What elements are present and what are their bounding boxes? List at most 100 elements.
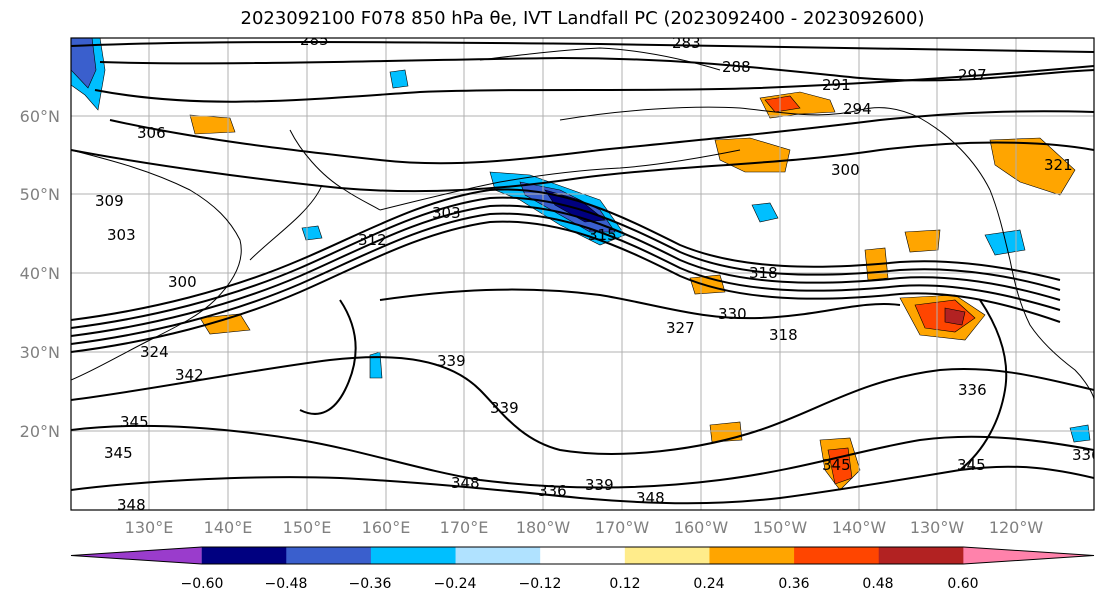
- colorbar-tick-label: 0.36: [778, 576, 809, 592]
- contour-label: 339: [437, 352, 466, 370]
- lon-label: 160°W: [674, 518, 729, 537]
- contour-label: 336: [958, 381, 987, 399]
- lightblue-patch-3: [984, 229, 1026, 256]
- colorbar-tick-label: 0.12: [609, 576, 640, 592]
- contour-label: 306: [137, 124, 166, 142]
- colorbar-tick-label: 0.24: [693, 576, 724, 592]
- contour-label: 283: [672, 34, 701, 52]
- colorbar-segment: [878, 547, 964, 564]
- contour-label: 312: [358, 231, 387, 249]
- colorbar: −0.60 −0.48 −0.36 −0.24 −0.12 0.12 0.24 …: [70, 546, 1095, 592]
- contour-label: 324: [140, 343, 169, 361]
- contour-label: 309: [95, 192, 124, 210]
- colorbar-tick-label: −0.12: [519, 576, 562, 592]
- contours: [71, 41, 1094, 505]
- contour-label: 303: [432, 204, 461, 222]
- colorbar-tick-label: −0.24: [434, 576, 477, 592]
- contour-label: 300: [831, 161, 860, 179]
- contour-345: [71, 424, 1094, 489]
- colorbar-segment: [540, 547, 626, 564]
- map-frame: [70, 37, 1095, 511]
- contour-339: [71, 356, 1094, 455]
- contour-label: 348: [117, 496, 146, 514]
- contour-label: 345: [120, 413, 149, 431]
- colorbar-extend-max: [963, 547, 1094, 564]
- contour-subtropical-low: [299, 299, 357, 415]
- jet-contour-5: [71, 220, 1061, 353]
- colorbar-segment: [286, 547, 372, 564]
- colorbar-segment: [370, 547, 457, 564]
- colorbar-segment: [709, 547, 795, 564]
- contour-label: 303: [107, 226, 136, 244]
- red-patch-140w: [827, 447, 853, 485]
- coastline-alaska: [559, 106, 991, 191]
- lightblue-patch-5: [369, 351, 383, 379]
- lightblue-patch-2: [751, 202, 779, 223]
- lon-label: 130°W: [910, 518, 965, 537]
- jet-contour-1: [71, 188, 1061, 321]
- colorbar-tick-label: 0.60: [947, 576, 978, 592]
- contour-label-layer: 285 283 288 291 297 294 306 300 303 309 …: [95, 31, 1101, 514]
- lon-label: 140°W: [832, 518, 887, 537]
- lat-label: 50°N: [20, 185, 60, 204]
- graticule: [71, 38, 1094, 510]
- lon-label: 140°E: [204, 518, 253, 537]
- contour-label: 318: [769, 326, 798, 344]
- lightblue-patch-1: [389, 69, 409, 89]
- map-plot-area: 285 283 288 291 297 294 306 300 303 309 …: [71, 31, 1101, 514]
- contour-306: [109, 110, 1094, 165]
- lon-label: 160°E: [362, 518, 411, 537]
- lightblue-patch-4: [1069, 424, 1091, 443]
- contour-label: 291: [822, 76, 851, 94]
- contour-288: [99, 56, 1094, 82]
- lon-label: 180°W: [516, 518, 571, 537]
- lon-label: 170°W: [595, 518, 650, 537]
- contour-327: [379, 288, 901, 320]
- contour-label: 345: [822, 456, 851, 474]
- colorbar-segment: [455, 547, 541, 564]
- contour-label: 300: [168, 273, 197, 291]
- contour-label: 330: [718, 305, 747, 323]
- colorbar-extend-min: [71, 547, 202, 564]
- contour-label: 345: [957, 456, 986, 474]
- contour-label: 339: [490, 399, 519, 417]
- contour-285: [71, 41, 1094, 53]
- lightblue-patch-6: [301, 225, 323, 241]
- contour-label: 285: [300, 31, 329, 49]
- colorbar-outline: [70, 546, 1095, 565]
- jet-contour-3: [71, 204, 1061, 337]
- contour-east-trough: [959, 299, 1008, 471]
- orange-patch-jp: [199, 313, 251, 335]
- lat-label: 30°N: [20, 343, 60, 362]
- colorbar-tick-label: 0.48: [862, 576, 893, 592]
- contour-label: 294: [843, 100, 872, 118]
- colorbar-tick-label: −0.36: [349, 576, 392, 592]
- contour-297: [94, 65, 1094, 103]
- contour-label: 288: [722, 58, 751, 76]
- contour-label: 318: [749, 264, 778, 282]
- lon-label: 150°W: [753, 518, 808, 537]
- lat-label: 20°N: [20, 422, 60, 441]
- coastline-bering: [479, 47, 721, 71]
- jet-contour-2: [71, 196, 1061, 329]
- colorbar-tick-labels: −0.60 −0.48 −0.36 −0.24 −0.12 0.12 0.24 …: [181, 576, 979, 592]
- colorbar-segments: [70, 546, 1095, 565]
- darkred-patch-pacific-east: [944, 307, 966, 326]
- coastline-asia: [71, 149, 242, 381]
- contour-label: 348: [636, 489, 665, 507]
- colorbar-tick-label: −0.48: [265, 576, 308, 592]
- navy-patch-nw: [71, 38, 97, 89]
- lon-label: 120°W: [989, 518, 1044, 537]
- contour-label: 342: [175, 366, 204, 384]
- contour-label: 336: [538, 482, 567, 500]
- coastline-kamchatka: [289, 129, 381, 211]
- colorbar-segment: [624, 547, 710, 564]
- orange-patch-bc: [989, 137, 1076, 196]
- red-patch-aleutian: [764, 95, 801, 113]
- coastlines: [71, 47, 1094, 401]
- contour-label: 336: [1072, 446, 1101, 464]
- contour-label: 297: [958, 66, 987, 84]
- contour-label: 321: [1044, 156, 1073, 174]
- coastline-northamerica: [989, 189, 1094, 401]
